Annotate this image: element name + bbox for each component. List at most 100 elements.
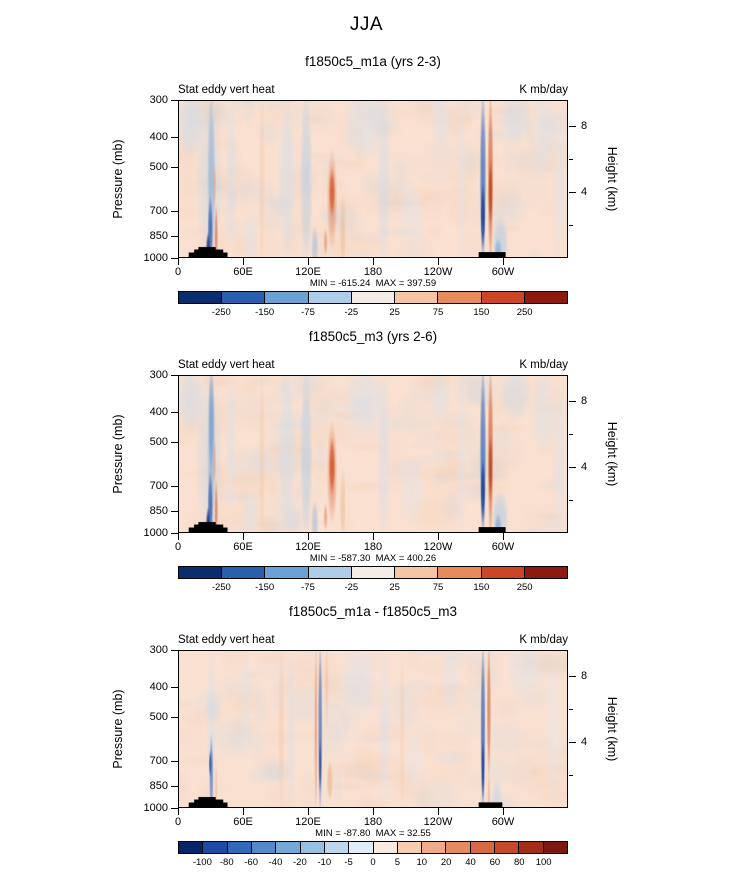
pressure-axis: 300 400 500 700 850 1000	[0, 94, 178, 264]
x-tick-label: 60E	[233, 541, 253, 553]
x-tick-mark	[177, 258, 179, 265]
y-tick-mark	[171, 374, 178, 376]
y2-tick-mark	[569, 709, 573, 711]
y-tick-mark	[171, 441, 178, 443]
units-label: K mb/day	[519, 359, 568, 371]
x-tick-mark	[242, 808, 244, 815]
x-tick-mark	[177, 533, 179, 540]
y2-tick-mark	[569, 434, 573, 436]
x-tick-label: 120W	[423, 816, 453, 828]
y-tick-label: 400	[149, 131, 168, 144]
colorbar-tick-label: 75	[432, 307, 444, 318]
colorbar-segment	[307, 292, 351, 303]
colorbar-segment	[202, 842, 227, 853]
colorbar-tick-label: 80	[513, 857, 525, 868]
colorbar-tick-label: -25	[344, 582, 359, 593]
panel-title: f1850c5_m1a - f1850c5_m3	[288, 604, 458, 619]
figure-title: JJA	[349, 14, 384, 35]
heatmap-canvas	[179, 376, 567, 532]
x-tick-label: 180	[363, 541, 383, 553]
colorbar-tick-label: 150	[473, 307, 490, 318]
y-tick-mark	[171, 511, 178, 513]
x-tick-label: 120W	[423, 266, 453, 278]
x-tick-mark	[307, 808, 309, 815]
y-tick-label: 850	[149, 505, 168, 518]
y-tick-label: 500	[149, 435, 168, 448]
colorbar-segment	[421, 842, 446, 853]
colorbar-segment	[394, 292, 438, 303]
colorbar-segment	[469, 842, 495, 853]
field-name-label: Stat eddy vert heat	[178, 634, 275, 646]
colorbar-segment	[542, 842, 567, 853]
y2-tick-mark	[569, 159, 573, 161]
x-tick-mark	[372, 258, 374, 265]
heatmap-canvas	[179, 101, 567, 257]
colorbar-labels: -250 -150 -75 -25 25 75 150 250	[178, 307, 568, 319]
y-tick-mark	[171, 257, 178, 259]
y-tick-label: 850	[149, 780, 168, 793]
colorbar-tick-label: 250	[516, 582, 533, 593]
y-tick-label: 300	[149, 93, 168, 106]
x-tick-mark	[177, 808, 179, 815]
y2-tick-mark	[569, 676, 576, 678]
x-tick-mark	[502, 533, 504, 540]
colorbar-tick-label: -250	[211, 307, 231, 318]
colorbar-segment	[372, 842, 397, 853]
field-name-label: Stat eddy vert heat	[178, 84, 275, 96]
x-tick-mark	[437, 808, 439, 815]
x-tick-label: 120E	[295, 266, 321, 278]
y-tick-label: 400	[149, 681, 168, 694]
x-tick-mark	[307, 533, 309, 540]
pressure-axis: 300 400 500 700 850 1000	[0, 644, 178, 814]
y2-tick-label: 8	[581, 670, 588, 683]
x-tick-label: 0	[174, 816, 182, 828]
y2-tick-label: 4	[581, 185, 588, 198]
colorbar-tick-label: -40	[268, 857, 283, 868]
minmax-label: MIN = -587.30 MAX = 400.26	[309, 553, 437, 564]
y-tick-label: 500	[149, 160, 168, 173]
x-tick-label: 120E	[295, 816, 321, 828]
colorbar-tick-label: 5	[394, 857, 401, 868]
y-tick-label: 1000	[143, 801, 168, 814]
y-tick-label: 300	[149, 643, 168, 656]
colorbar-tick-label: 100	[535, 857, 552, 868]
colorbar-segment	[299, 842, 324, 853]
colorbar-segment	[307, 567, 351, 578]
colorbar-tick-label: -250	[211, 582, 231, 593]
y-tick-mark	[171, 786, 178, 788]
colorbar-tick-label: 60	[489, 857, 501, 868]
colorbar	[178, 841, 568, 854]
field-name-label: Stat eddy vert heat	[178, 359, 275, 371]
y2-tick-mark	[569, 191, 576, 193]
minmax-label: MIN = -87.80 MAX = 32.55	[315, 828, 431, 839]
x-tick-label: 0	[174, 266, 182, 278]
colorbar-segment	[437, 567, 481, 578]
colorbar-tick-label: -20	[293, 857, 307, 868]
colorbar-segment	[275, 842, 300, 853]
colorbar-segment	[396, 842, 422, 853]
x-tick-mark	[242, 533, 244, 540]
colorbar-tick-label: 150	[473, 582, 490, 593]
colorbar-segment	[179, 567, 222, 578]
colorbar-segment	[348, 842, 373, 853]
colorbar-segment	[480, 567, 524, 578]
colorbar-segment	[394, 567, 438, 578]
x-tick-mark	[502, 258, 504, 265]
y2-tick-mark	[569, 741, 576, 743]
x-tick-label: 60E	[233, 266, 253, 278]
x-tick-label: 60W	[491, 541, 515, 553]
y-tick-label: 400	[149, 406, 168, 419]
y2-tick-mark	[569, 401, 576, 403]
longitude-axis: 0 60E 120E 180 120W 60W	[175, 808, 568, 838]
y-tick-label: 1000	[143, 251, 168, 264]
heatmap-plot	[178, 650, 568, 808]
units-label: K mb/day	[519, 634, 568, 646]
colorbar-labels: -250 -150 -75 -25 25 75 150 250	[178, 582, 568, 594]
colorbar-segment	[264, 567, 308, 578]
y-tick-mark	[171, 760, 178, 762]
colorbar-segment	[523, 567, 567, 578]
y-tick-label: 300	[149, 368, 168, 381]
x-tick-label: 120E	[295, 541, 321, 553]
